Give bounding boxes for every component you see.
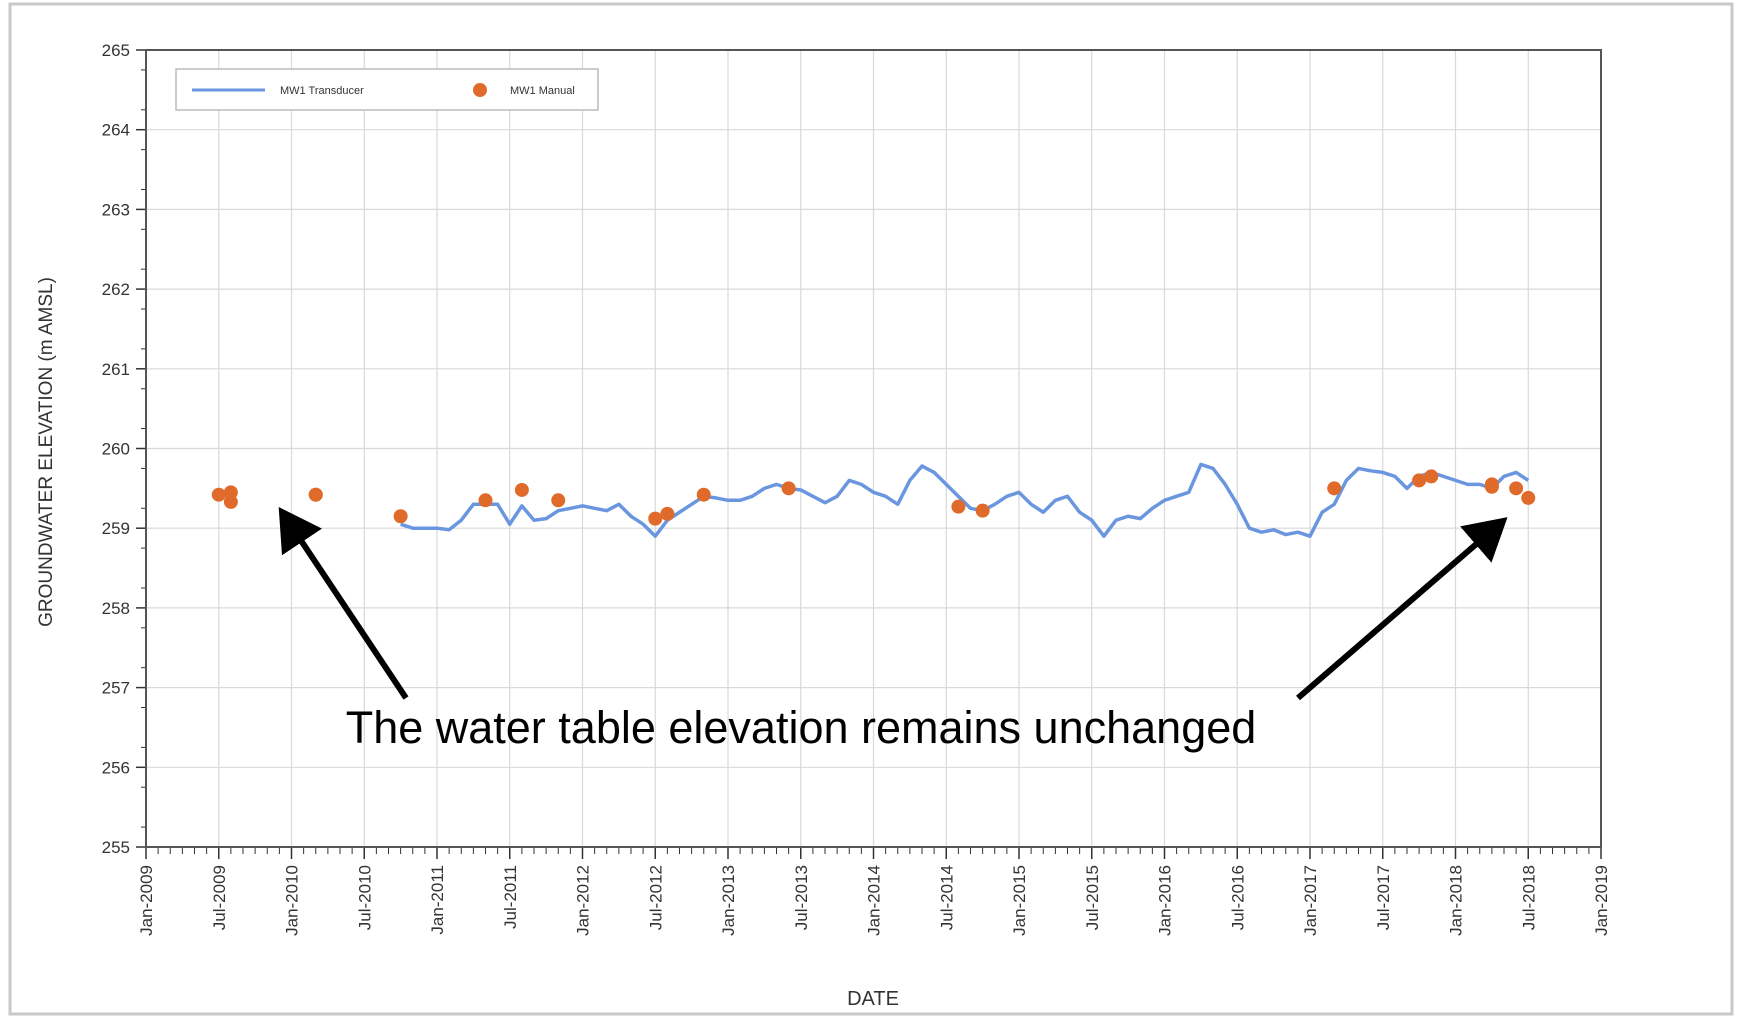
data-point xyxy=(1412,473,1427,488)
axes: 255 256 257 258 259 260 261 262 263 264 265 Jan-200… xyxy=(102,41,1611,936)
data-line xyxy=(400,462,1530,538)
marks xyxy=(211,462,1536,538)
y-tick-label: 256 xyxy=(102,758,130,777)
data-point xyxy=(1509,481,1524,496)
data-point xyxy=(781,481,796,496)
y-tick-label: 261 xyxy=(102,360,130,379)
data-point xyxy=(1424,469,1439,484)
x-tick-label: Jul-2012 xyxy=(646,865,665,930)
arrow xyxy=(1296,517,1508,701)
legend-label: MW1 Transducer xyxy=(280,85,364,97)
data-point xyxy=(308,487,323,502)
x-tick-label: Jan-2017 xyxy=(1301,865,1320,936)
x-axis-label: DATE xyxy=(847,988,899,1010)
y-axis-label: GROUNDWATER ELEVATION (m AMSL) xyxy=(36,277,57,627)
y-tick-label: 258 xyxy=(102,599,130,618)
frame xyxy=(8,2,1734,1016)
data-point xyxy=(211,487,226,502)
x-tick-label: Jul-2016 xyxy=(1228,865,1247,930)
x-tick-label: Jul-2009 xyxy=(210,865,229,930)
annotation: The water table elevation remains unchan… xyxy=(346,702,1257,753)
data-point xyxy=(223,494,238,509)
data-point xyxy=(1327,481,1342,496)
plot-border xyxy=(145,49,1602,848)
legend-swatch xyxy=(473,83,487,97)
data-point xyxy=(975,503,990,518)
x-tick-label: Jan-2015 xyxy=(1010,865,1029,936)
y-tick-label: 265 xyxy=(102,41,130,60)
x-tick-label: Jan-2013 xyxy=(719,865,738,936)
data-point xyxy=(696,487,711,502)
x-tick-label: Jan-2011 xyxy=(428,865,447,935)
x-tick-label: Jul-2013 xyxy=(792,865,811,930)
legend-label: MW1 Manual xyxy=(510,85,575,97)
y-tick-label: 262 xyxy=(102,280,130,299)
x-tick-label: Jan-2014 xyxy=(865,865,884,936)
x-tick-label: Jan-2012 xyxy=(574,865,593,936)
x-tick-label: Jul-2018 xyxy=(1519,865,1538,930)
data-point xyxy=(648,511,663,526)
data-point xyxy=(393,509,408,524)
arrow xyxy=(278,507,409,700)
y-tick-label: 255 xyxy=(102,838,130,857)
data-point xyxy=(551,493,566,508)
x-tick-label: Jan-2016 xyxy=(1156,865,1175,936)
x-tick-label: Jan-2010 xyxy=(283,865,302,936)
x-tick-label: Jan-2009 xyxy=(137,865,156,936)
data-point xyxy=(514,482,529,497)
y-tick-label: 263 xyxy=(102,200,130,219)
x-tick-label: Jul-2015 xyxy=(1083,865,1102,930)
x-tick-label: Jul-2010 xyxy=(355,865,374,930)
x-tick-label: Jul-2014 xyxy=(937,865,956,930)
data-point xyxy=(951,499,966,514)
x-tick-label: Jan-2018 xyxy=(1447,865,1466,936)
data-point xyxy=(1484,477,1499,492)
y-tick-label: 264 xyxy=(102,121,130,140)
y-tick-label: 260 xyxy=(102,440,130,459)
legend: MW1 Transducer MW1 Manual xyxy=(175,68,599,111)
x-tick-label: Jan-2019 xyxy=(1592,865,1611,936)
y-tick-label: 259 xyxy=(102,519,130,538)
data-point xyxy=(1521,490,1536,505)
y-tick-label: 257 xyxy=(102,679,130,698)
x-tick-label: Jul-2011 xyxy=(501,865,520,929)
x-tick-label: Jul-2017 xyxy=(1374,865,1393,930)
data-point xyxy=(223,485,238,500)
data-point xyxy=(660,506,675,521)
data-point xyxy=(478,493,493,508)
